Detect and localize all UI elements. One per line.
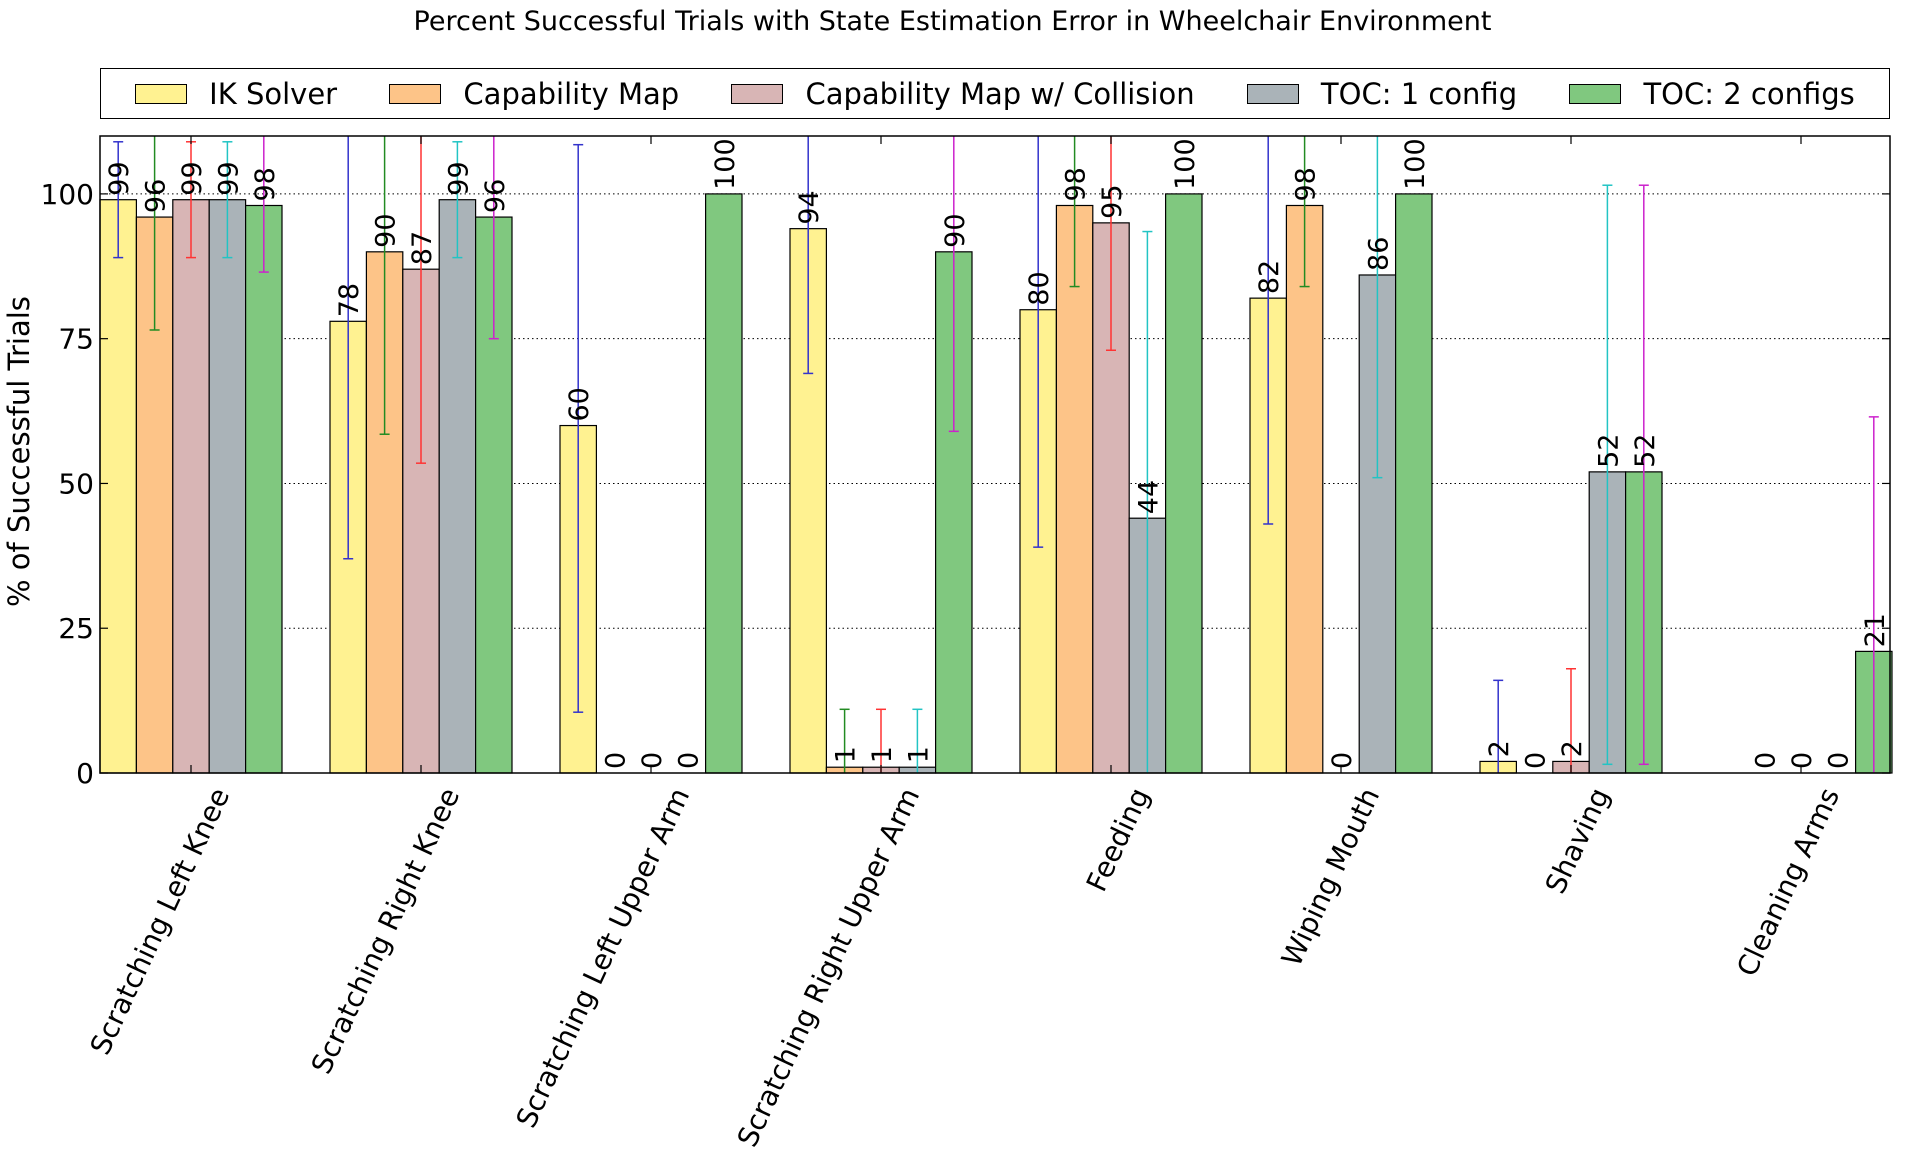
y-tick-label: 100 xyxy=(41,178,94,211)
bar xyxy=(1055,204,1094,774)
data-label: 99 xyxy=(104,161,135,195)
legend-label-capability-map-collision: Capability Map w/ Collision xyxy=(805,76,1195,111)
x-tick-label: Scratching Right Upper Arm xyxy=(731,783,927,1151)
bar xyxy=(704,193,743,774)
x-tick-label: Scratching Left Upper Arm xyxy=(510,783,697,1133)
plot-frame xyxy=(99,135,1891,774)
legend-swatch-capability-map-collision xyxy=(731,83,784,104)
data-label: 0 xyxy=(1521,752,1552,769)
x-tick-label: Cleaning Arms xyxy=(1730,783,1846,982)
legend-swatch-capability-map xyxy=(389,83,442,104)
legend-swatch-ik-solver xyxy=(135,83,188,104)
legend-item-ik-solver: IK Solver xyxy=(135,77,337,111)
data-label: 100 xyxy=(710,138,741,190)
legend-label-ik-solver: IK Solver xyxy=(209,76,338,111)
legend-item-capability-map-collision: Capability Map w/ Collision xyxy=(731,76,1195,111)
bar xyxy=(1285,204,1324,774)
bar xyxy=(1394,193,1433,774)
legend-item-toc-2-configs: TOC: 2 configs xyxy=(1569,76,1855,111)
data-label: 1 xyxy=(903,746,934,763)
data-label: 0 xyxy=(1327,752,1358,769)
data-label: 94 xyxy=(794,190,825,224)
y-tick-label: 50 xyxy=(58,467,94,500)
data-label: 96 xyxy=(141,179,172,213)
legend-label-toc-1-config: TOC: 1 config xyxy=(1320,76,1518,111)
data-label: 78 xyxy=(334,283,365,317)
data-label: 99 xyxy=(177,161,208,195)
data-label: 52 xyxy=(1630,434,1661,468)
data-label: 21 xyxy=(1860,613,1891,647)
data-label: 100 xyxy=(1170,138,1201,190)
chart-title: Percent Successful Trials with State Est… xyxy=(413,6,1492,37)
data-label: 0 xyxy=(673,752,704,769)
data-label: 0 xyxy=(1787,752,1818,769)
bar xyxy=(438,199,477,774)
data-label: 99 xyxy=(443,161,474,195)
legend-item-capability-map: Capability Map xyxy=(389,77,679,111)
data-label: 98 xyxy=(250,167,281,201)
y-tick-label: 0 xyxy=(76,757,94,790)
data-label: 90 xyxy=(940,213,971,247)
data-label: 86 xyxy=(1363,237,1394,271)
data-label: 87 xyxy=(407,231,438,265)
data-label: 82 xyxy=(1254,260,1285,294)
x-tick-label: Scratching Left Knee xyxy=(84,783,237,1060)
data-label: 0 xyxy=(1751,752,1782,769)
bar xyxy=(99,199,138,774)
data-label: 99 xyxy=(213,161,244,195)
y-tick-label: 25 xyxy=(58,612,94,645)
data-label: 100 xyxy=(1400,138,1431,190)
data-label: 96 xyxy=(480,179,511,213)
data-label: 0 xyxy=(637,752,668,769)
data-label: 0 xyxy=(1823,752,1854,769)
data-label: 1 xyxy=(831,746,862,763)
x-tick-label: Shaving xyxy=(1539,783,1616,899)
legend: IK Solver Capability Map Capability Map … xyxy=(100,68,1890,119)
data-label: 98 xyxy=(1061,167,1092,201)
data-label: 98 xyxy=(1291,167,1322,201)
data-label: 60 xyxy=(564,387,595,421)
data-label: 2 xyxy=(1484,740,1515,757)
data-label: 44 xyxy=(1133,480,1164,514)
bar xyxy=(245,204,283,774)
data-label: 1 xyxy=(867,746,898,763)
bar xyxy=(1164,193,1203,774)
data-label: 52 xyxy=(1593,434,1624,468)
data-label: 95 xyxy=(1097,185,1128,219)
legend-swatch-toc-1-config xyxy=(1246,83,1299,104)
data-label: 80 xyxy=(1024,271,1055,305)
x-tick-label: Scratching Right Knee xyxy=(305,783,466,1079)
legend-swatch-toc-2-configs xyxy=(1569,83,1622,104)
x-tick-label: Feeding xyxy=(1080,783,1156,897)
y-tick-label: 75 xyxy=(58,323,94,356)
data-label: 0 xyxy=(601,752,632,769)
legend-label-capability-map: Capability Map xyxy=(463,76,680,111)
x-tick-label: Wiping Mouth xyxy=(1275,783,1386,971)
data-label: 2 xyxy=(1557,740,1588,757)
data-label: 90 xyxy=(371,213,402,247)
bar xyxy=(208,199,247,774)
bar xyxy=(172,199,210,774)
legend-item-toc-1-config: TOC: 1 config xyxy=(1246,76,1518,111)
legend-label-toc-2-configs: TOC: 2 configs xyxy=(1643,76,1855,111)
